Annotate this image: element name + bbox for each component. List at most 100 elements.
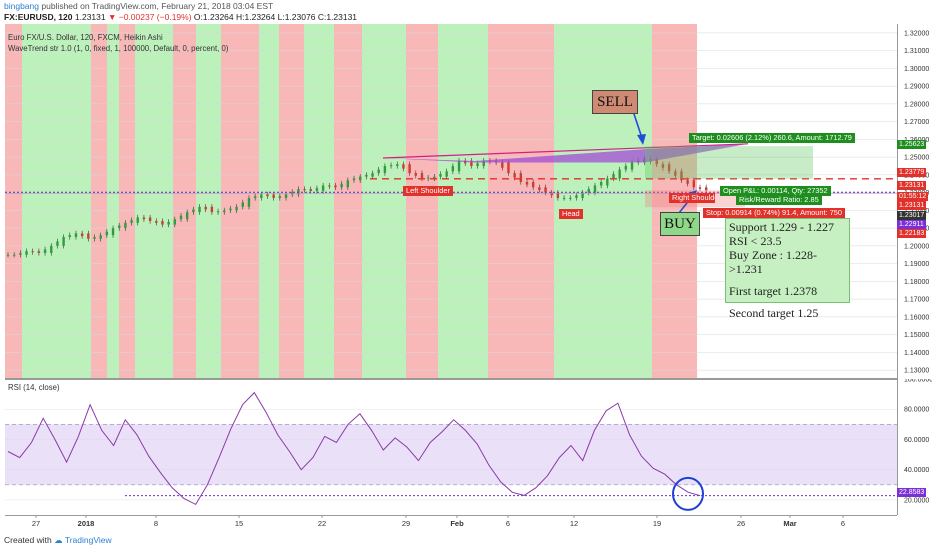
price-tick-label: 1.29000 <box>904 84 929 91</box>
candle-body <box>371 173 374 177</box>
indicator-legend: WaveTrend str 1.0 (1, 0, fixed, 1, 10000… <box>8 44 229 53</box>
candle-body <box>575 195 578 198</box>
rsi-oversold-circle <box>672 476 704 511</box>
symbol-label[interactable]: FX:EURUSD, 120 <box>4 12 73 22</box>
buy-label: BUY <box>660 212 700 236</box>
candle-body <box>179 215 183 220</box>
last-price: 1.23131 <box>74 12 106 22</box>
candle-body <box>704 187 708 191</box>
candle-body <box>476 163 479 166</box>
candle-body <box>457 160 461 172</box>
zone <box>119 24 135 379</box>
candle-body <box>451 166 455 172</box>
time-tick-label: 27 <box>32 519 40 528</box>
candle-body <box>321 185 325 191</box>
candle-body <box>414 173 417 176</box>
candle-body <box>272 194 275 198</box>
candle-body <box>698 187 702 189</box>
candle-body <box>470 160 473 166</box>
candle-body <box>507 162 510 174</box>
time-tick-label: 12 <box>570 519 578 528</box>
price-tag: 1.25623 <box>897 140 927 149</box>
time-axis[interactable]: 27 2018 8 15 22 29 Feb 6 12 19 26 Mar 6 <box>0 515 932 531</box>
price-tag: 1.23131 <box>897 201 927 210</box>
candle-body <box>62 237 65 246</box>
risk-reward-label: Risk/Reward Ratio: 2.85 <box>736 195 822 205</box>
first-target-text: First target 1.2378 <box>729 284 818 298</box>
time-tick-label: 6 <box>841 519 845 528</box>
candle-body <box>402 164 405 169</box>
candle-body <box>12 254 16 256</box>
zone <box>554 24 584 379</box>
candle-body <box>124 222 127 229</box>
time-ticks: 27 2018 8 15 22 29 Feb 6 12 19 26 Mar 6 <box>32 515 845 528</box>
zone <box>259 24 279 379</box>
wedge-upper-line <box>382 143 749 159</box>
candle-body <box>118 225 121 229</box>
candle-body <box>247 197 251 207</box>
price-tag: 1.22911 <box>897 220 926 229</box>
rsi-tick-label: 100.0000 <box>904 379 932 384</box>
candle-body <box>284 194 288 198</box>
candle-body <box>618 169 621 179</box>
candle-body <box>686 180 689 184</box>
candle-body <box>185 212 189 220</box>
time-tick-label: 22 <box>318 519 326 528</box>
open-pl-label: Open P&L: 0.00114, Qty: 27352 <box>720 186 831 196</box>
candle-body <box>439 173 442 177</box>
tradingview-link[interactable]: TradingView <box>64 535 112 545</box>
candle-body <box>241 202 244 207</box>
main-legend: Euro FX/U.S. Dollar, 120, FXCM, Heikin A… <box>8 33 163 42</box>
candle-body <box>278 196 282 198</box>
candle-body <box>383 166 387 174</box>
price-tick-label: 1.16000 <box>904 314 929 321</box>
rsi-tick-label: 60.0000 <box>904 437 929 444</box>
candle-body <box>661 164 665 168</box>
publish-line: bingbang published on TradingView.com, F… <box>4 1 273 11</box>
candle-body <box>513 173 516 178</box>
price-tick-label: 1.27000 <box>904 119 929 126</box>
support-text: Support 1.229 - 1.227 <box>729 220 834 234</box>
candle-body <box>531 181 535 188</box>
price-tag: 1.23779 <box>897 168 927 177</box>
signal-zones <box>5 24 697 379</box>
zone <box>5 24 22 379</box>
candle-body <box>328 185 331 187</box>
author-link[interactable]: bingbang <box>4 1 39 11</box>
time-tick-label: Mar <box>783 519 796 528</box>
candle-body <box>538 187 541 190</box>
candle-body <box>260 194 263 198</box>
candle-body <box>408 164 411 174</box>
rsi-line-group <box>7 391 704 511</box>
candle-body <box>136 217 139 223</box>
candle-body <box>544 187 547 193</box>
zone <box>196 24 221 379</box>
candle-body <box>562 197 566 199</box>
rsi-chart[interactable]: 20.0000 40.0000 60.0000 80.0000 100.0000 <box>0 379 932 515</box>
candle-body <box>525 181 529 185</box>
candle-body <box>340 183 343 188</box>
candle-body <box>581 192 584 198</box>
candle-body <box>667 164 671 172</box>
second-target-text: Second target 1.25 <box>729 306 819 320</box>
zone <box>91 24 107 379</box>
price-tick-label: 1.14000 <box>904 350 929 357</box>
rsi-tick-label: 40.0000 <box>904 467 929 474</box>
price-chart[interactable]: 1.13000 1.14000 1.15000 1.16000 1.17000 1.180… <box>0 24 932 379</box>
zone <box>334 24 362 379</box>
candle-body <box>433 176 436 179</box>
candle-body <box>420 173 424 179</box>
zone <box>488 24 554 379</box>
candle-body <box>43 249 47 253</box>
price-tick-label: 1.32000 <box>904 30 929 37</box>
right-shoulder-label: Right Shoulder <box>669 193 715 203</box>
rsi-text: RSI < 23.5 <box>729 234 782 248</box>
candle-body <box>167 221 170 225</box>
price-tag: 1.23131 <box>897 181 927 190</box>
candle-body <box>173 219 177 225</box>
candle-body <box>680 171 683 181</box>
ohlc-close: C:1.23131 <box>317 12 358 22</box>
rsi-band <box>5 424 897 497</box>
candle-body <box>346 180 350 188</box>
price-tick-label: 1.30000 <box>904 66 929 73</box>
